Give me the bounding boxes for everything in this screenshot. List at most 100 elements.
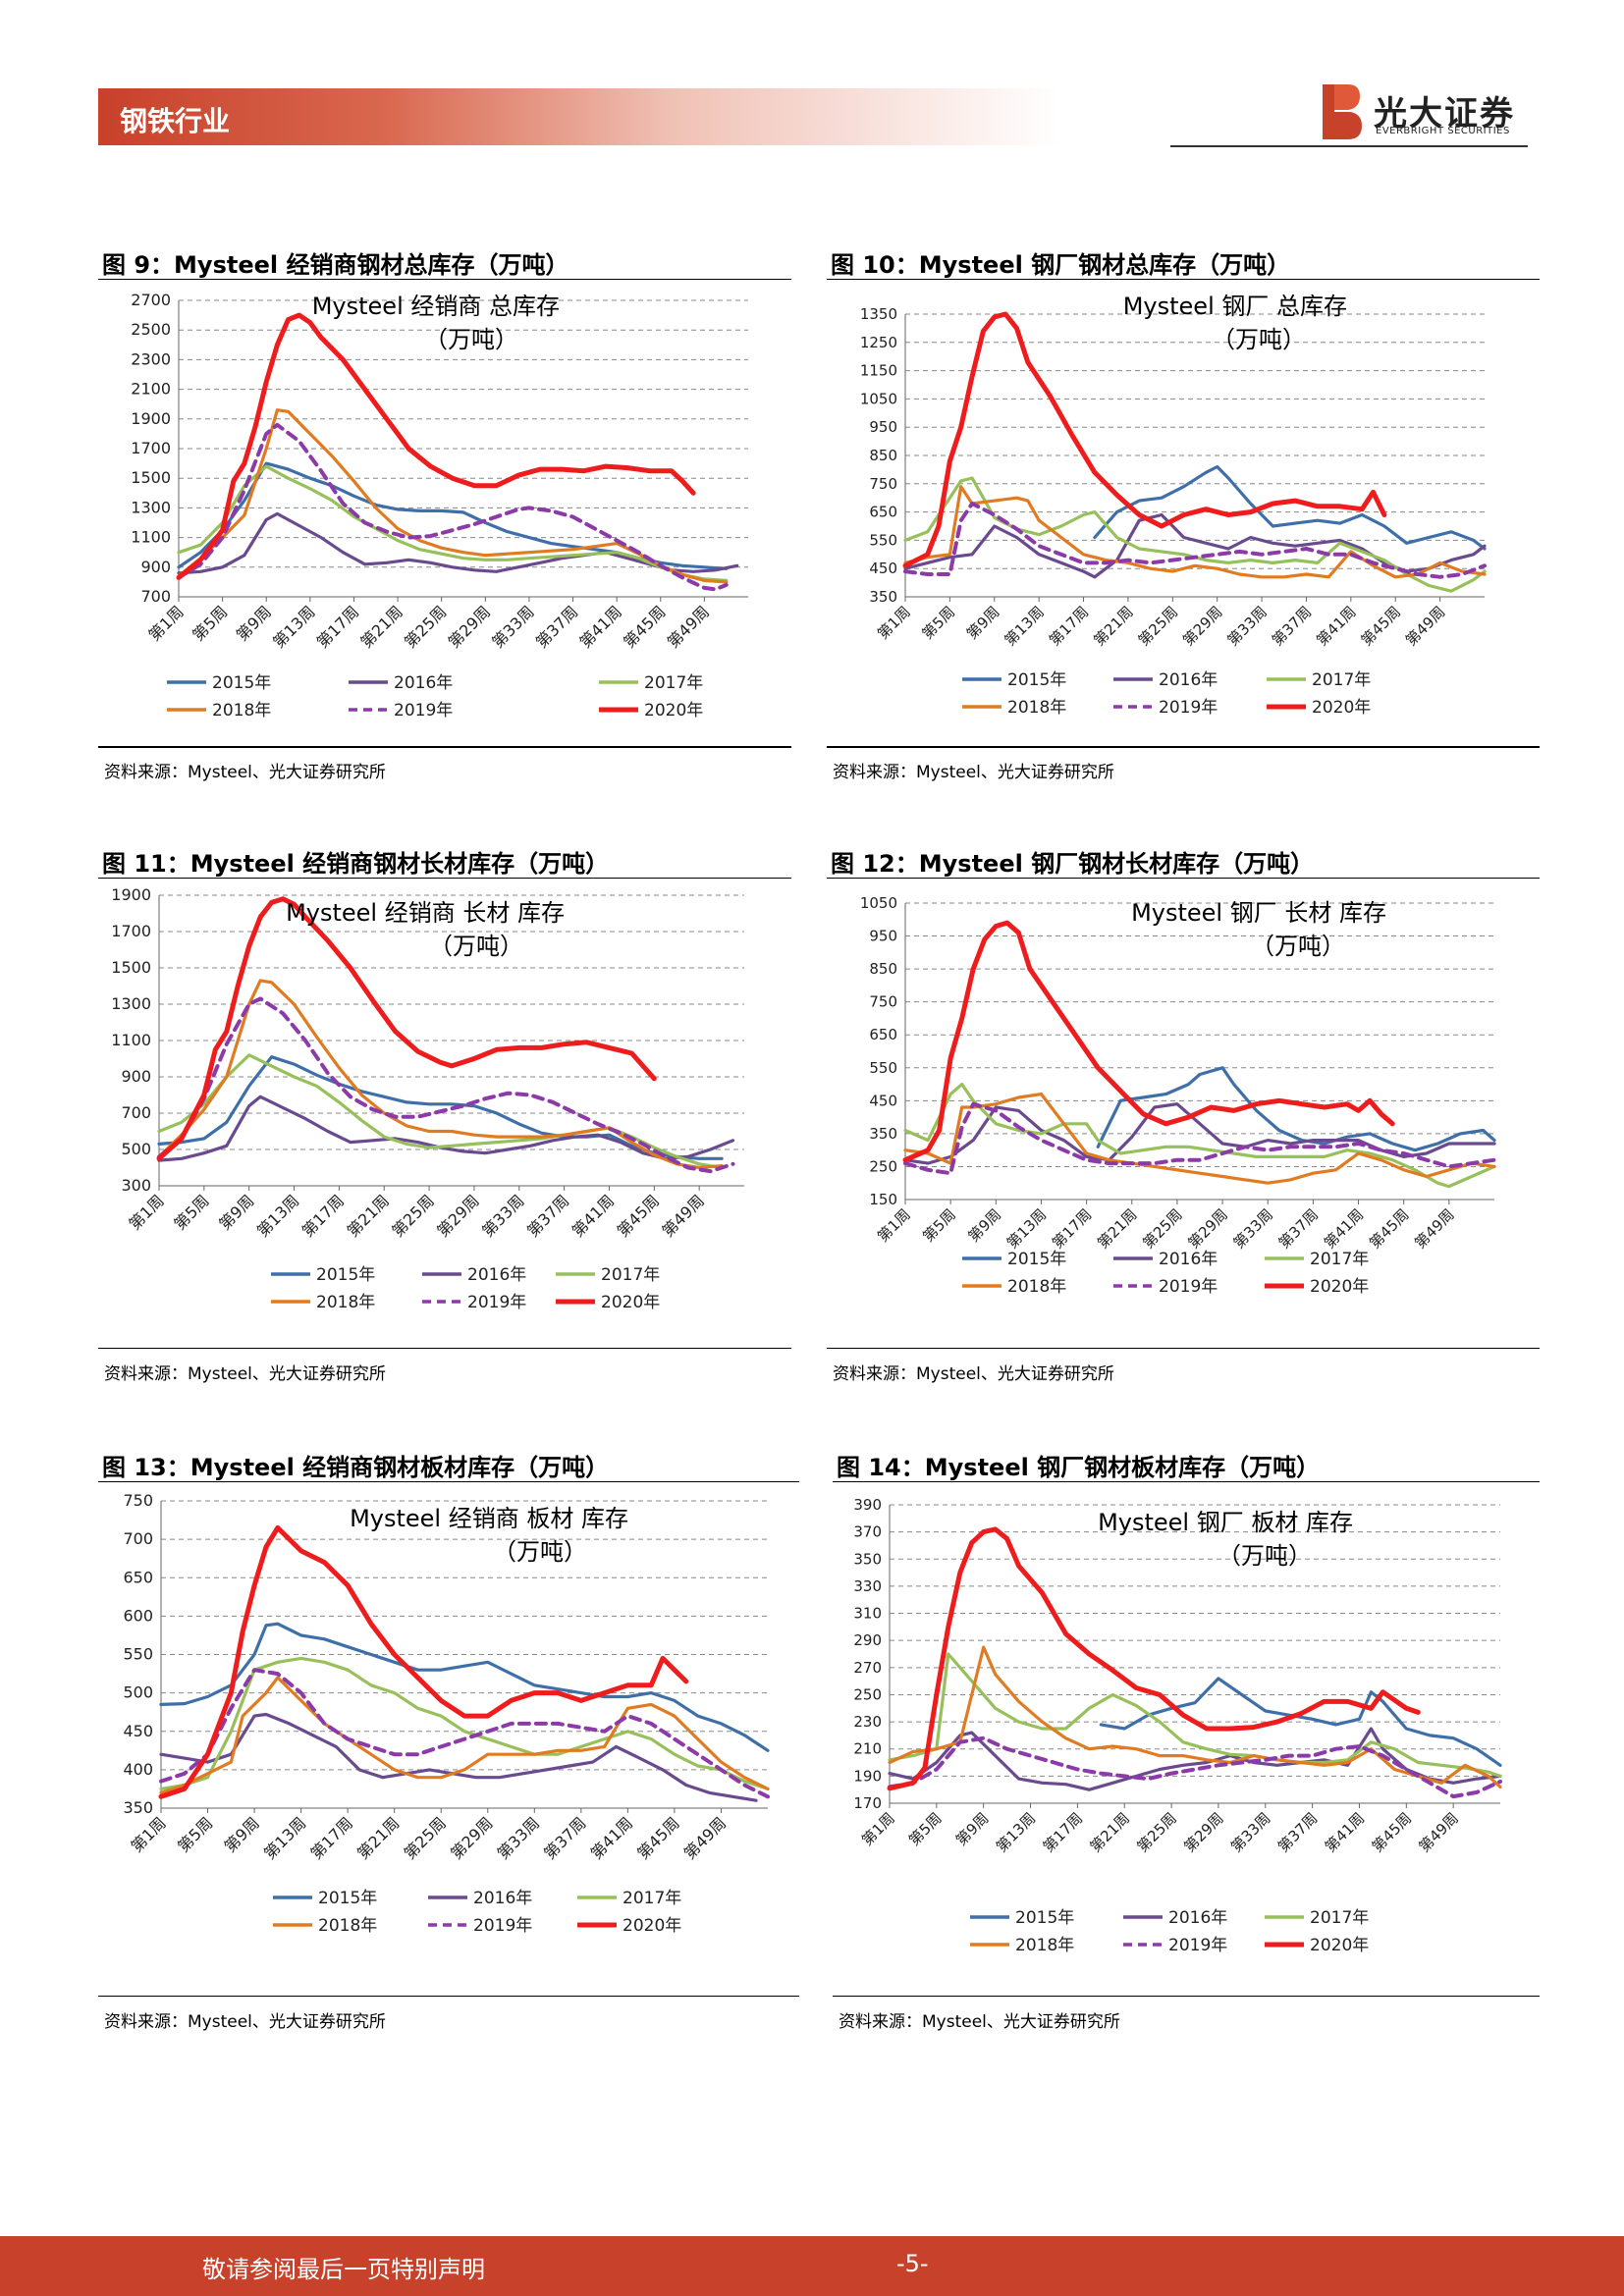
y-tick-label: 450 — [869, 560, 897, 577]
x-tick-label: 第45周 — [633, 1813, 682, 1862]
x-tick-label: 第17周 — [1049, 1205, 1095, 1252]
x-tick-label: 第33周 — [1223, 603, 1270, 649]
y-tick-label: 750 — [869, 475, 897, 493]
x-tick-label: 第13周 — [1001, 603, 1048, 649]
series-line-2015年 — [157, 1055, 724, 1160]
annotation-unit: （万吨） — [429, 933, 523, 960]
annotation-unit: （万吨） — [1218, 1542, 1312, 1570]
bottom-rule — [827, 1348, 1540, 1349]
y-tick-label: 1350 — [860, 305, 897, 323]
y-tick-label: 310 — [853, 1605, 882, 1623]
x-tick-label: 第49周 — [1411, 1205, 1457, 1252]
legend-label: 2018年 — [318, 1916, 377, 1936]
logo-text-en: EVERBRIGHT SECURITIES — [1376, 126, 1510, 136]
x-tick-label: 第45周 — [1366, 1205, 1412, 1252]
y-tick-label: 2300 — [131, 349, 171, 368]
x-tick-label: 第49周 — [1416, 1809, 1462, 1855]
x-tick-label: 第29周 — [433, 1191, 482, 1240]
annotation-title: Mysteel 经销商 总库存 — [312, 293, 560, 320]
x-tick-label: 第5周 — [189, 602, 231, 644]
annotation-title: Mysteel 经销商 板材 库存 — [350, 1505, 628, 1532]
series-line-2016年 — [888, 1727, 1502, 1791]
x-tick-label: 第13周 — [1003, 1205, 1050, 1252]
legend-label: 2017年 — [601, 1265, 660, 1285]
legend-label: 2015年 — [212, 673, 271, 693]
y-tick-label: 450 — [123, 1722, 153, 1740]
logo-mark-icon — [1323, 84, 1362, 139]
y-tick-label: 850 — [869, 960, 897, 978]
legend-label: 2017年 — [1312, 670, 1371, 690]
x-tick-label: 第9周 — [964, 1205, 1004, 1246]
figure-source: 资料来源：Mysteel、光大证券研究所 — [104, 763, 386, 782]
figure-source: 资料来源：Mysteel、光大证券研究所 — [833, 1364, 1114, 1384]
figure-9-chart: 700 900 1100 1300 1500 1700 1900 2100 2300 2500 27… — [131, 291, 748, 721]
legend-label: 2019年 — [1159, 1277, 1218, 1297]
bottom-rule — [98, 746, 791, 748]
x-tick-label: 第21周 — [356, 602, 406, 651]
y-tick-label: 700 — [123, 1529, 153, 1548]
x-tick-label: 第41周 — [1313, 603, 1359, 649]
y-tick-label: 750 — [123, 1491, 153, 1510]
y-tick-label: 1300 — [131, 498, 171, 516]
series-line-2020年 — [902, 920, 1395, 1163]
x-tick-label: 第5周 — [170, 1191, 212, 1233]
bottom-rule — [827, 746, 1540, 748]
y-tick-label: 950 — [869, 928, 897, 945]
x-tick-label: 第37周 — [1274, 1809, 1321, 1855]
legend-label: 2015年 — [1007, 1250, 1066, 1269]
series-line-2018年 — [903, 485, 1487, 579]
x-tick-label: 第49周 — [680, 1813, 730, 1862]
legend-label: 2019年 — [473, 1916, 532, 1936]
figure-11-chart: 300 500 700 900 1100 1300 1500 1700 1900 第1周 第5周 第9… — [111, 885, 744, 1312]
y-tick-label: 500 — [123, 1683, 153, 1702]
figure-title: 图 14：Mysteel 钢厂钢材板材库存（万吨） — [837, 1454, 1321, 1481]
legend-label: 2019年 — [394, 701, 453, 721]
x-tick-label: 第13周 — [269, 602, 318, 651]
legend-label: 2018年 — [1015, 1936, 1074, 1955]
y-tick-label: 650 — [869, 1026, 897, 1043]
y-tick-label: 210 — [853, 1740, 882, 1758]
x-tick-label: 第29周 — [1179, 603, 1225, 649]
annotation-title: Mysteel 钢厂 总库存 — [1123, 293, 1347, 320]
figure-title: 图 11：Mysteel 经销商钢材长材库存（万吨） — [102, 850, 610, 878]
series-line-2018年 — [159, 1676, 770, 1794]
y-tick-label: 1900 — [111, 885, 151, 904]
x-tick-label: 第1周 — [874, 603, 914, 643]
legend-label: 2018年 — [212, 701, 271, 721]
legend-label: 2020年 — [1312, 698, 1371, 718]
x-tick-label: 第37周 — [1269, 603, 1315, 649]
series-line-2017年 — [903, 1083, 1496, 1189]
y-tick-label: 750 — [869, 993, 897, 1011]
legend-label: 2016年 — [1168, 1908, 1227, 1928]
x-tick-label: 第37周 — [532, 602, 581, 651]
page-number: -5- — [896, 2250, 929, 2277]
series-line-2020年 — [176, 312, 696, 580]
legend-label: 2016年 — [394, 673, 453, 693]
y-tick-label: 2700 — [131, 291, 171, 309]
y-tick-label: 250 — [853, 1685, 882, 1703]
series-line-2019年 — [177, 422, 729, 592]
legend-label: 2020年 — [644, 701, 703, 721]
series-line-2020年 — [887, 1526, 1421, 1791]
y-tick-label: 900 — [121, 1067, 151, 1086]
x-tick-label: 第1周 — [858, 1809, 898, 1849]
y-tick-label: 1700 — [131, 439, 171, 457]
x-tick-label: 第1周 — [128, 1813, 170, 1855]
x-tick-label: 第5周 — [919, 1205, 959, 1246]
y-tick-label: 1300 — [111, 994, 151, 1013]
figure-11-panel: 图 11：Mysteel 经销商钢材长材库存（万吨） 300 500 700 900 1… — [98, 844, 791, 1394]
x-tick-label: 第45周 — [614, 1191, 663, 1240]
x-tick-label: 第45周 — [1369, 1809, 1415, 1855]
series-line-2019年 — [903, 502, 1487, 579]
brand-logo: 光大证券 EVERBRIGHT SECURITIES — [1321, 82, 1532, 141]
series-line-2017年 — [159, 1656, 770, 1790]
y-tick-label: 290 — [853, 1631, 882, 1649]
y-tick-label: 270 — [853, 1659, 882, 1677]
legend-label: 2016年 — [467, 1265, 526, 1285]
x-tick-label: 第49周 — [1402, 603, 1448, 649]
x-tick-label: 第5周 — [174, 1813, 216, 1855]
x-tick-label: 第29周 — [447, 1813, 496, 1862]
y-tick-label: 900 — [140, 558, 171, 576]
legend-label: 2020年 — [1310, 1936, 1369, 1955]
legend-label: 2015年 — [316, 1265, 375, 1285]
